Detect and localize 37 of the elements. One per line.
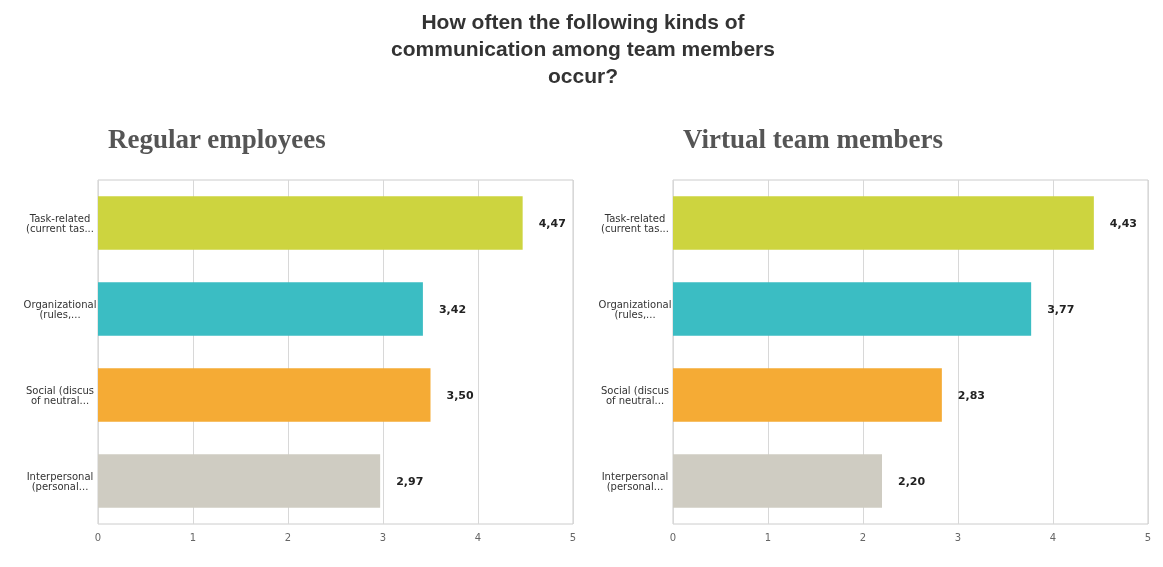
bar: [673, 282, 1032, 336]
data-label: 3,42: [438, 302, 467, 316]
y-tick-label: Organizational (rules,...: [23, 298, 97, 320]
x-tick-label: 0: [669, 531, 677, 543]
y-tick-label: Organizational (rules,...: [598, 298, 672, 320]
data-label: 2,97: [396, 474, 424, 488]
data-label: 4,47: [538, 216, 566, 230]
bar: [98, 196, 523, 250]
y-tick-label: Interpersonal (personal...: [601, 470, 669, 492]
x-tick-label: 1: [189, 531, 197, 543]
chart-subtitle: Virtual team members: [683, 123, 943, 154]
y-tick-label: Social (discus of neutral...: [600, 384, 670, 406]
y-tick-label: Interpersonal (personal...: [26, 470, 94, 492]
bar: [673, 368, 942, 422]
data-label: 4,43: [1109, 216, 1137, 230]
chart-subtitle: Regular employees: [108, 123, 326, 154]
bar: [98, 282, 423, 336]
x-tick-label: 2: [859, 531, 867, 543]
bar: [673, 196, 1094, 250]
x-tick-label: 0: [94, 531, 102, 543]
data-label: 3,50: [446, 388, 474, 402]
data-label: 2,83: [957, 388, 985, 402]
x-tick-label: 2: [284, 531, 292, 543]
x-tick-label: 3: [379, 531, 387, 543]
bar: [98, 368, 431, 422]
data-label: 2,20: [898, 474, 926, 488]
x-tick-label: 5: [1144, 531, 1152, 543]
x-tick-label: 4: [474, 531, 482, 543]
x-tick-label: 4: [1049, 531, 1057, 543]
x-tick-label: 3: [954, 531, 962, 543]
x-tick-label: 5: [569, 531, 577, 543]
y-tick-label: Task-related (current tas...: [601, 212, 669, 234]
y-tick-label: Task-related (current tas...: [26, 212, 94, 234]
y-tick-label: Social (discus of neutral...: [25, 384, 95, 406]
data-label: 3,77: [1047, 302, 1075, 316]
x-tick-label: 1: [764, 531, 772, 543]
chart-title: How often the following kinds of communication among team members occur?: [390, 9, 776, 89]
